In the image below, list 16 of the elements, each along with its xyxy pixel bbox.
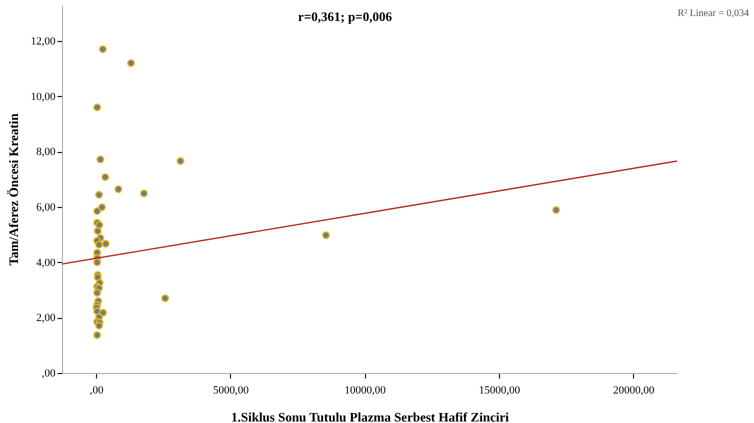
x-tick-label: 5000,00 — [213, 384, 250, 396]
text: R² Linear = 0,034 — [678, 8, 749, 19]
y-axis-title: Tam/Aferez Öncesi Kreatin — [6, 112, 21, 266]
x-axis-title: 1.Siklus Sonu Tutulu Plazma Serbest Hafif Zinciri — [231, 410, 510, 423]
y-tick-label: 10,00 — [30, 90, 56, 103]
x-tick-label: ,00 — [90, 384, 104, 396]
y-tick-label: ,00 — [42, 368, 56, 380]
y-tick-label: 6,00 — [36, 201, 56, 214]
x-tick-label: 15000,00 — [478, 384, 521, 396]
y-tick-label: 2,00 — [36, 312, 56, 324]
y-tick-label: 4,00 — [36, 256, 56, 269]
x-tick-label: 10000,00 — [344, 384, 386, 396]
y-tick-label: 8,00 — [36, 146, 56, 158]
y-tick-label: 12,00 — [30, 35, 56, 48]
x-tick-label: 20000,00 — [613, 384, 655, 396]
annotation: r=0,361; p=0,006 — [298, 9, 392, 24]
